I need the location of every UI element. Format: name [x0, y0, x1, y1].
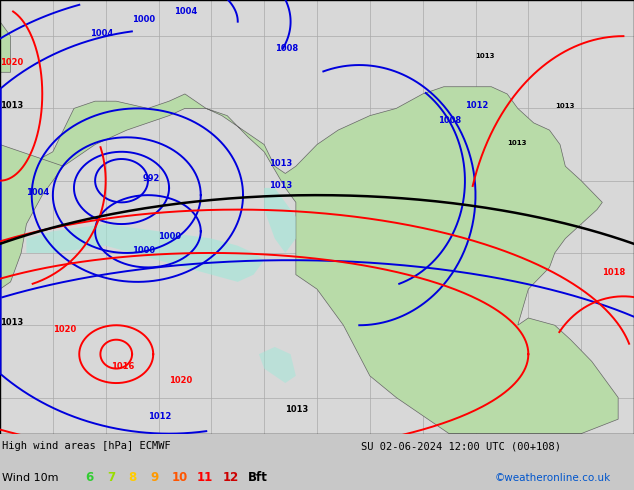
Text: High wind areas [hPa] ECMWF: High wind areas [hPa] ECMWF	[2, 441, 171, 451]
Text: 1013: 1013	[555, 103, 574, 109]
Text: 1020: 1020	[53, 325, 76, 335]
Text: 1020: 1020	[0, 58, 23, 67]
Text: ©weatheronline.co.uk: ©weatheronline.co.uk	[495, 472, 611, 483]
Text: 1013: 1013	[476, 53, 495, 59]
Text: 8: 8	[129, 471, 137, 484]
Text: Bft: Bft	[248, 471, 268, 484]
Polygon shape	[27, 224, 264, 282]
Text: 1020: 1020	[169, 376, 192, 385]
Polygon shape	[0, 22, 11, 73]
Text: 1008: 1008	[439, 116, 462, 125]
Text: 1013: 1013	[0, 101, 23, 110]
Text: 10: 10	[172, 471, 188, 484]
Text: SU 02-06-2024 12:00 UTC (00+108): SU 02-06-2024 12:00 UTC (00+108)	[361, 441, 561, 451]
Text: 1013: 1013	[285, 405, 309, 414]
Text: 1000: 1000	[158, 231, 181, 241]
Text: 9: 9	[150, 471, 158, 484]
Polygon shape	[0, 145, 63, 289]
Text: 1000: 1000	[132, 246, 155, 255]
Text: 6: 6	[86, 471, 94, 484]
Text: 992: 992	[143, 173, 160, 183]
Polygon shape	[0, 87, 618, 434]
Text: 1000: 1000	[132, 15, 155, 24]
Text: 1004: 1004	[90, 29, 113, 38]
Text: 1013: 1013	[507, 140, 527, 146]
Text: 1004: 1004	[27, 188, 49, 197]
Text: 1013: 1013	[269, 159, 293, 168]
Text: 7: 7	[107, 471, 115, 484]
Text: 12: 12	[223, 471, 239, 484]
Polygon shape	[264, 188, 296, 253]
Text: Wind 10m: Wind 10m	[2, 472, 58, 483]
Text: 1013: 1013	[0, 318, 23, 327]
Text: 11: 11	[197, 471, 214, 484]
Text: 1016: 1016	[111, 362, 134, 370]
Text: 1013: 1013	[269, 181, 293, 190]
Text: 1018: 1018	[602, 268, 626, 277]
Text: 1012: 1012	[148, 412, 171, 421]
Text: 1012: 1012	[465, 101, 488, 110]
Polygon shape	[259, 347, 296, 383]
Text: 1008: 1008	[275, 44, 298, 52]
Text: 1004: 1004	[174, 7, 198, 17]
